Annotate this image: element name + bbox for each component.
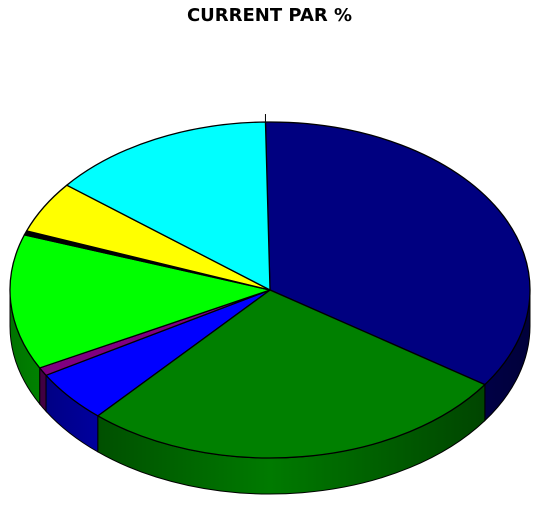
- pie-slice-1: [264, 121, 531, 386]
- chart-title: CURRENT PAR %: [186, 5, 353, 26]
- pie-slice-5: [9, 234, 271, 369]
- pie-slice-8: [66, 121, 271, 291]
- pie-slice-2: [97, 289, 486, 459]
